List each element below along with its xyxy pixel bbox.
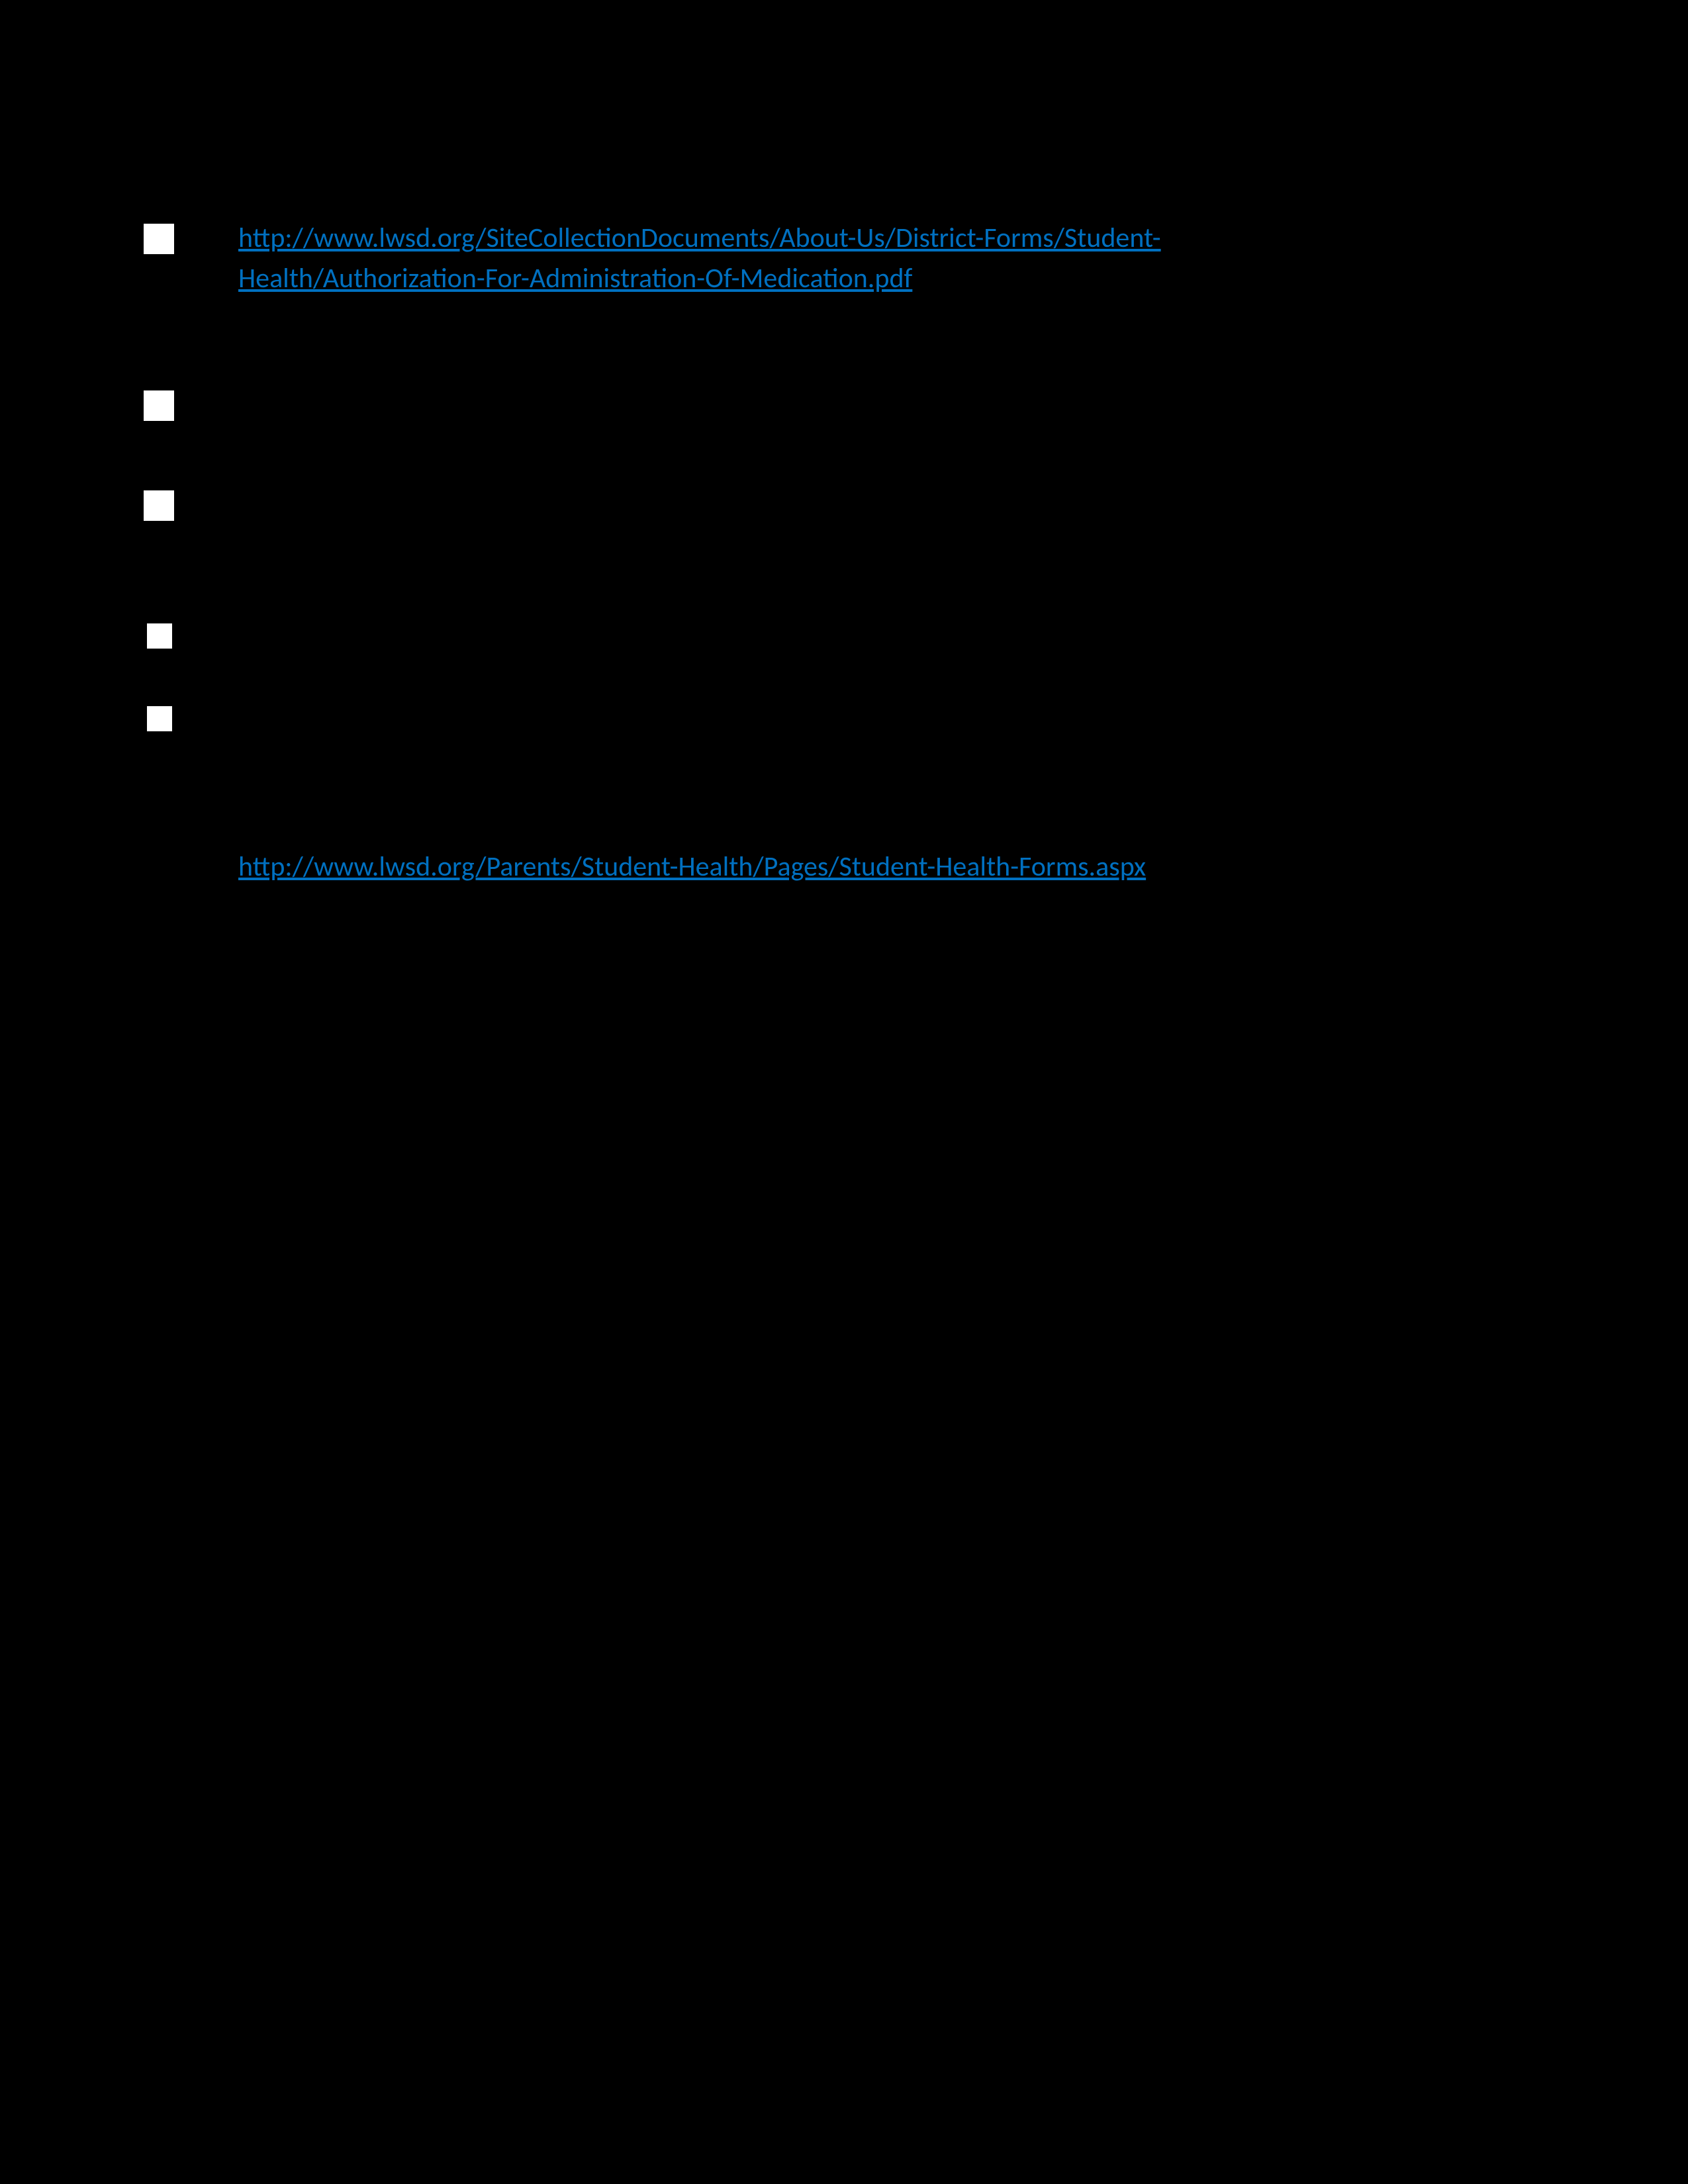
checkbox-icon[interactable] [142, 222, 175, 255]
item-text-4 [236, 618, 243, 659]
item-text-3 [238, 485, 245, 525]
health-forms-link[interactable]: http://www.lwsd.org/Parents/Student-Heal… [238, 850, 1146, 884]
checkbox-icon[interactable] [146, 705, 173, 733]
checkbox-icon[interactable] [142, 389, 175, 422]
checklist-item-3 [119, 485, 1569, 525]
checklist-item-2 [119, 385, 1569, 426]
document-page: http://www.lwsd.org/SiteCollectionDocume… [0, 0, 1688, 887]
checkbox-icon[interactable] [142, 489, 175, 522]
checklist-item-5 [119, 701, 1569, 741]
item-text-1: http://www.lwsd.org/SiteCollectionDocume… [238, 218, 1161, 299]
medication-auth-link[interactable]: http://www.lwsd.org/SiteCollectionDocume… [238, 221, 1161, 295]
checklist-item-1: http://www.lwsd.org/SiteCollectionDocume… [119, 218, 1569, 299]
item-text-2 [238, 385, 245, 426]
checklist-item-4 [119, 618, 1569, 659]
bottom-link-block: http://www.lwsd.org/Parents/Student-Heal… [238, 847, 1569, 887]
checkbox-icon[interactable] [146, 622, 173, 650]
item-text-5 [236, 701, 243, 741]
